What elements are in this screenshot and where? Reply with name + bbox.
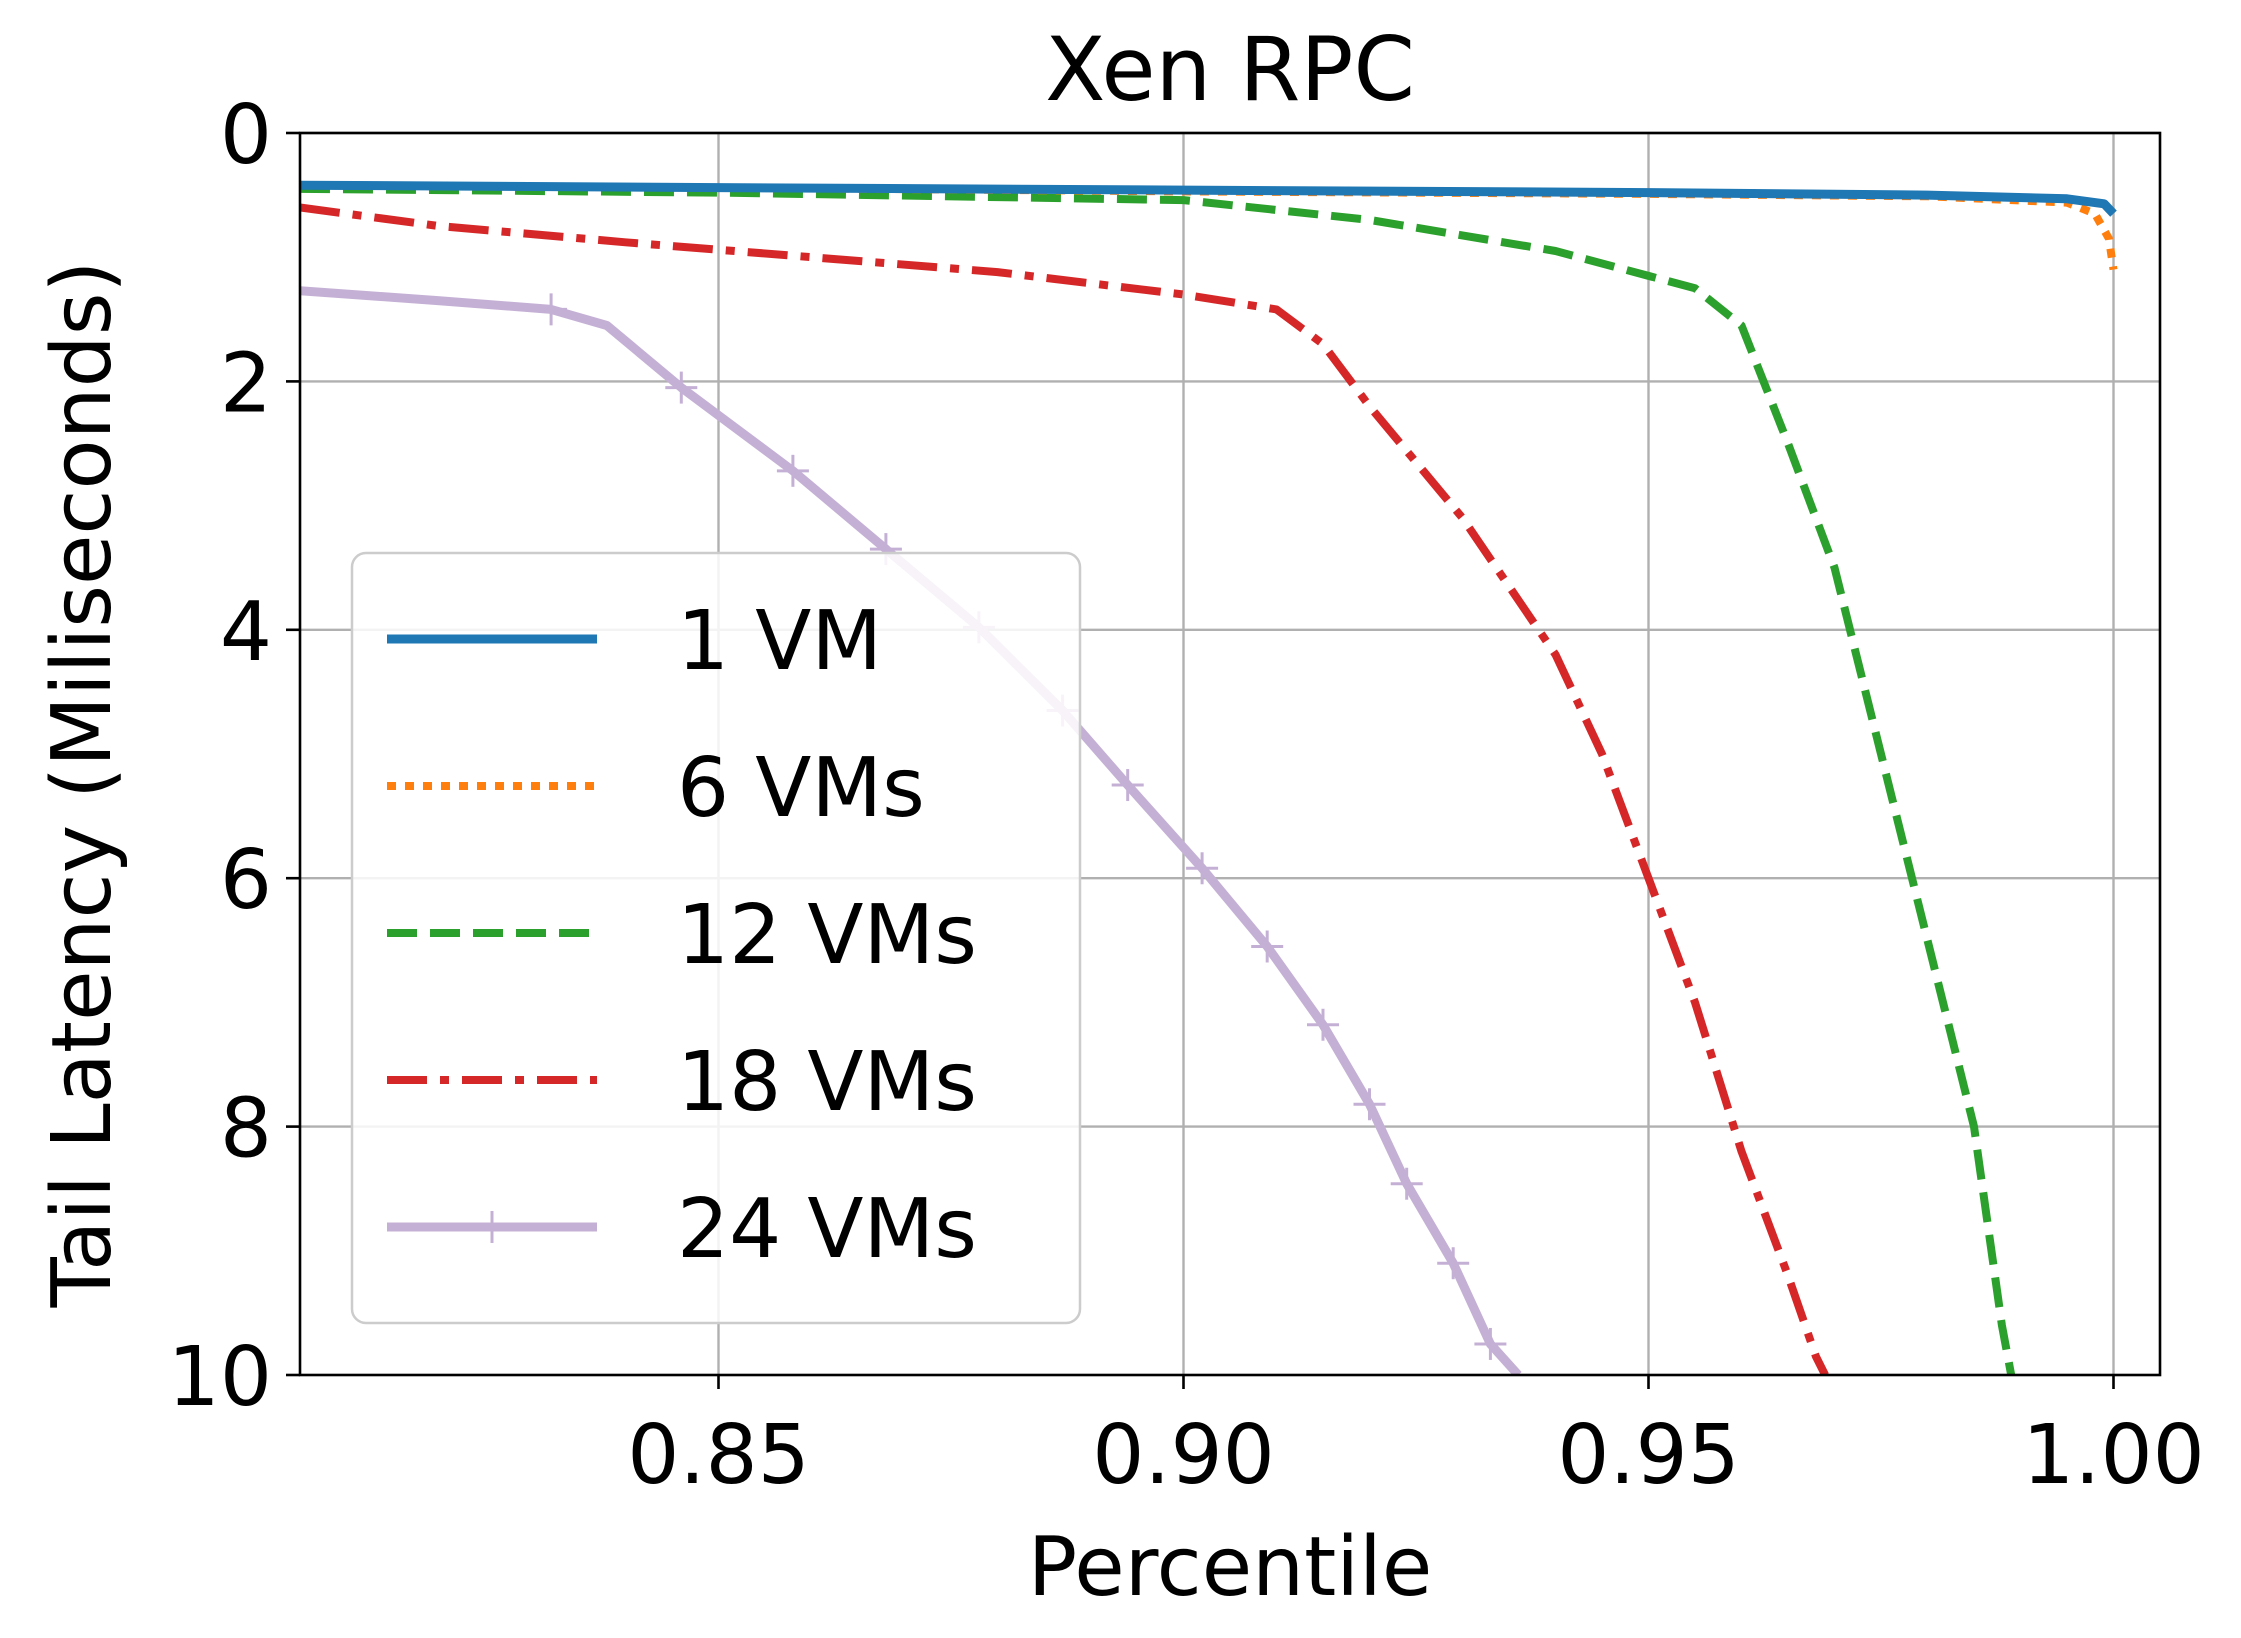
legend: 1 VM 6 VMs 12 VMs 18 VMs 24 VMs: [350, 551, 1082, 1325]
y-tick-label: 6: [220, 833, 272, 928]
x-axis-label: Percentile: [1028, 1520, 1433, 1615]
series-line: [300, 184, 2016, 1375]
legend-item: 18 VMs: [387, 1035, 977, 1130]
y-tick-label: 10: [168, 1330, 272, 1425]
data-point-marker: [1111, 769, 1144, 802]
data-point-marker: [1390, 1167, 1423, 1200]
x-tick-label: 0.85: [627, 1408, 810, 1503]
x-tick-label: 0.95: [1557, 1408, 1740, 1503]
legend-label: 24 VMs: [677, 1182, 977, 1277]
data-point-marker: [665, 371, 698, 404]
legend-box: [350, 551, 1082, 1325]
legend-label: 18 VMs: [677, 1035, 977, 1130]
series-12-vms: [300, 184, 2016, 1375]
series-18-vms: [300, 203, 1829, 1375]
data-point-marker: [1307, 1008, 1339, 1041]
legend-item: 12 VMs: [387, 888, 977, 983]
data-point-marker: [1186, 852, 1219, 885]
data-point-marker: [776, 454, 809, 487]
series-line: [300, 203, 1829, 1375]
y-axis-label: Tail Latency (Miliseconds): [35, 261, 130, 1309]
legend-item: 6 VMs: [387, 741, 925, 836]
legend-label: 1 VM: [677, 594, 882, 689]
series-line: [300, 180, 2117, 217]
y-tick-label: 8: [220, 1082, 272, 1177]
data-point-marker: [1474, 1327, 1507, 1360]
axis-ticks: 0.85 0.90 0.95 1.00 0 2 4 6 8 10: [168, 88, 2205, 1503]
y-tick-label: 4: [220, 585, 272, 680]
data-point-marker: [535, 293, 568, 326]
x-tick-label: 0.90: [1092, 1408, 1275, 1503]
series-24-vms: [300, 286, 1522, 1375]
data-point-marker: [1437, 1247, 1470, 1280]
y-tick-label: 2: [220, 336, 272, 431]
y-tick-label: 0: [220, 88, 272, 183]
legend-label: 12 VMs: [677, 888, 977, 983]
legend-item: 1 VM: [387, 594, 882, 689]
x-tick-label: 1.00: [2022, 1408, 2205, 1503]
data-point-marker: [1353, 1088, 1386, 1121]
legend-label: 6 VMs: [677, 741, 925, 836]
series-line: [300, 286, 1522, 1375]
plot-frame: [298, 131, 2162, 1377]
data-point-marker: [1251, 930, 1284, 963]
plot-series: [300, 180, 2118, 1375]
legend-items: 1 VM 6 VMs 12 VMs 18 VMs 24 VMs: [387, 594, 977, 1277]
legend-item: 24 VMs: [387, 1182, 977, 1277]
chart-title: Xen RPC: [1045, 18, 1415, 121]
series-1-vm: [300, 180, 2117, 217]
